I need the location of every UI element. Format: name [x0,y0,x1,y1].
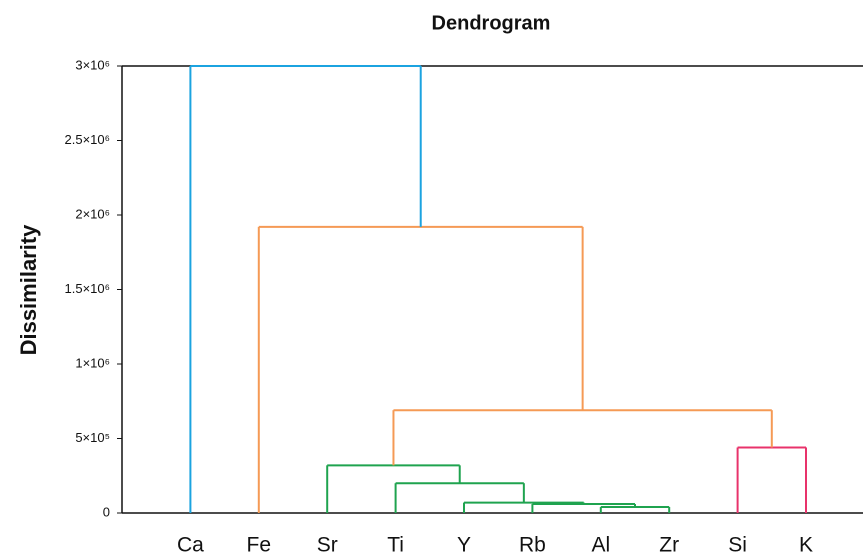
leaf-label: Fe [247,534,272,557]
y-tick-label: 3×10⁶ [75,57,110,72]
leaf-label: Al [591,534,610,557]
leaf-label: K [799,534,813,557]
leaf-label: Rb [519,534,546,557]
y-tick-label: 0 [103,504,110,519]
y-tick-label: 1×10⁶ [75,355,110,370]
y-tick-label: 1.5×10⁶ [65,281,110,296]
leaf-label: Y [457,534,471,557]
leaf-label: Si [728,534,747,557]
leaf-label: Sr [317,534,338,557]
leaf-label: Zr [659,534,679,557]
y-axis-label: Dissimilarity [16,224,41,356]
y-tick-label: 5×10⁵ [75,430,110,445]
leaf-label: Ti [387,534,404,557]
y-tick-label: 2.5×10⁶ [65,132,110,147]
chart-title: Dendrogram [432,12,551,34]
y-tick-label: 2×10⁶ [75,206,110,221]
leaf-label: Ca [177,534,204,557]
